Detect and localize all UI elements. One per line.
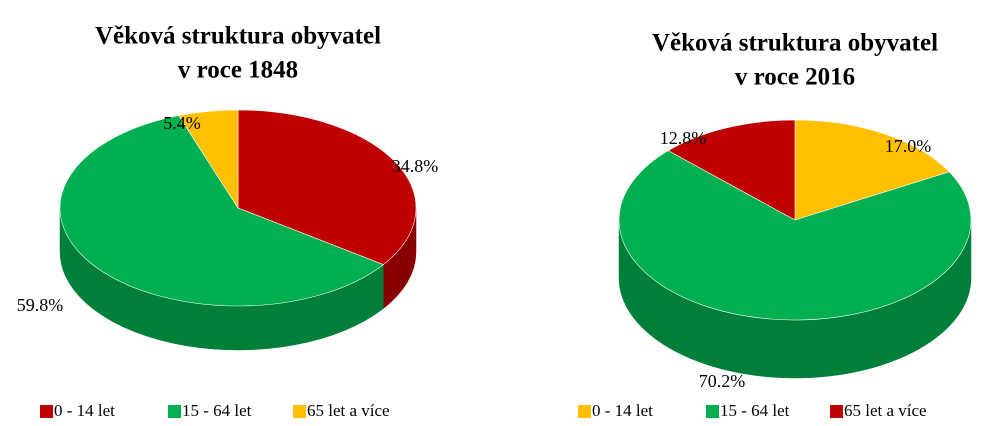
legend-swatch: [578, 405, 591, 418]
legend-swatch: [293, 405, 306, 418]
chart-title: Věková struktura obyvatel: [95, 23, 381, 50]
legend-label: 65 let a více: [307, 401, 390, 420]
data-label: 70.2%: [699, 371, 746, 391]
data-label: 5.4%: [163, 113, 201, 133]
legend-label: 15 - 64 let: [720, 401, 790, 420]
data-label: 17.0%: [885, 136, 932, 156]
legend-label: 0 - 14 let: [592, 401, 653, 420]
legend-label: 65 let a více: [844, 401, 927, 420]
pie-slice: [794, 119, 950, 221]
pie-slice: [618, 150, 972, 321]
pie-slice: [178, 109, 239, 210]
data-label: 12.8%: [660, 128, 707, 148]
pie-slice: [59, 115, 384, 307]
chart-title: v roce 2016: [735, 64, 855, 91]
legend-label: 15 - 64 let: [182, 401, 252, 420]
legend-swatch: [830, 405, 843, 418]
legend-label: 0 - 14 let: [54, 401, 115, 420]
pie-slice: [237, 109, 417, 265]
legend-swatch: [706, 405, 719, 418]
data-label: 34.8%: [392, 156, 439, 176]
pie-slice: [667, 119, 796, 221]
chart-title: Věková struktura obyvatel: [652, 30, 938, 57]
legend-swatch: [40, 405, 53, 418]
data-label: 59.8%: [17, 295, 64, 315]
legend-swatch: [168, 405, 181, 418]
chart-title: v roce 1848: [178, 57, 298, 84]
